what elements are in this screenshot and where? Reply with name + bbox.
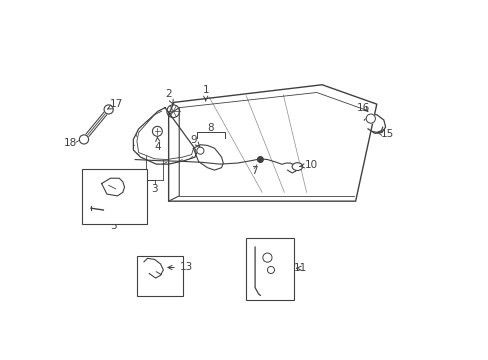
Bar xyxy=(137,256,183,296)
Text: 10: 10 xyxy=(299,160,318,170)
Circle shape xyxy=(263,253,271,262)
Circle shape xyxy=(104,105,113,114)
Circle shape xyxy=(366,114,375,123)
Ellipse shape xyxy=(291,163,302,171)
Text: 5: 5 xyxy=(110,221,117,231)
Text: 13: 13 xyxy=(167,262,193,273)
Circle shape xyxy=(257,157,263,162)
Text: 7: 7 xyxy=(250,166,257,176)
Text: 8: 8 xyxy=(207,123,214,133)
Text: 11: 11 xyxy=(293,263,306,273)
Bar xyxy=(82,170,147,224)
Text: 15: 15 xyxy=(377,129,393,139)
Text: 6: 6 xyxy=(90,175,97,185)
Circle shape xyxy=(197,147,203,154)
Circle shape xyxy=(267,266,274,274)
Text: 2: 2 xyxy=(165,89,173,104)
Text: 18: 18 xyxy=(64,138,78,148)
Text: 16: 16 xyxy=(356,103,369,113)
Text: 3: 3 xyxy=(151,184,158,194)
Bar xyxy=(246,238,293,300)
Text: 17: 17 xyxy=(107,99,123,109)
Text: 9: 9 xyxy=(190,135,200,147)
Text: 4: 4 xyxy=(154,136,161,152)
Text: 12: 12 xyxy=(257,287,270,297)
Text: 1: 1 xyxy=(202,85,208,101)
Circle shape xyxy=(79,135,88,144)
Text: 14: 14 xyxy=(151,289,164,298)
